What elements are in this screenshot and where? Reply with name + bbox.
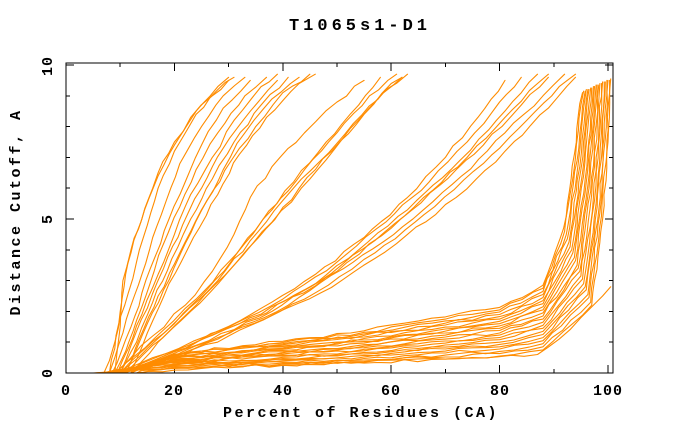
x-axis-label: Percent of Residues (CA) — [223, 405, 499, 422]
x-tick-label-40: 40 — [273, 383, 293, 400]
model-curve — [125, 73, 311, 373]
model-curve — [117, 73, 278, 373]
model-curve — [113, 87, 592, 373]
model-curve — [125, 76, 300, 373]
x-tick-label-20: 20 — [164, 383, 184, 400]
x-tick-label-100: 100 — [593, 383, 623, 400]
model-curve — [108, 76, 246, 373]
y-tick-label-10: 10 — [40, 56, 57, 76]
model-curve — [121, 92, 584, 373]
model-curve — [119, 90, 585, 373]
model-curve — [117, 89, 587, 373]
model-curve — [125, 76, 549, 373]
model-curve — [114, 76, 268, 373]
model-curve — [111, 79, 251, 373]
model-curve — [119, 73, 398, 373]
x-tick-label-0: 0 — [61, 383, 71, 400]
model-curve — [100, 81, 604, 373]
model-curve — [108, 76, 230, 373]
model-curve — [105, 84, 600, 373]
model-curve — [125, 73, 549, 373]
model-curves — [92, 73, 612, 373]
x-tick-labels: 0 20 40 60 80 100 — [61, 383, 623, 400]
model-curve — [94, 79, 611, 373]
model-curve — [114, 79, 365, 373]
model-curve — [97, 79, 608, 373]
model-curve — [108, 84, 597, 373]
model-curve — [119, 73, 409, 373]
model-curve — [110, 86, 594, 373]
model-curve — [130, 73, 566, 373]
model-curve — [116, 89, 589, 373]
chart-title: T1065s1-D1 — [289, 17, 431, 36]
model-curve — [102, 82, 603, 373]
x-tick-label-80: 80 — [490, 383, 510, 400]
model-curve — [119, 76, 289, 373]
model-curve — [119, 76, 522, 373]
y-tick-label-0: 0 — [40, 368, 57, 378]
y-tick-labels: 0 5 10 — [40, 56, 57, 378]
y-tick-label-5: 5 — [40, 214, 57, 224]
model-curve — [130, 76, 403, 373]
model-curve — [136, 286, 612, 373]
y-axis-label: Distance Cutoff, A — [8, 108, 25, 315]
model-curve — [130, 73, 577, 373]
model-curve — [136, 76, 577, 373]
model-curve — [119, 79, 278, 373]
model-curve — [130, 73, 316, 373]
model-curve — [106, 84, 598, 373]
x-tick-label-60: 60 — [381, 383, 401, 400]
model-curve — [114, 76, 381, 373]
model-curve — [114, 79, 506, 373]
plot-box — [65, 62, 614, 374]
model-curve — [118, 90, 586, 373]
